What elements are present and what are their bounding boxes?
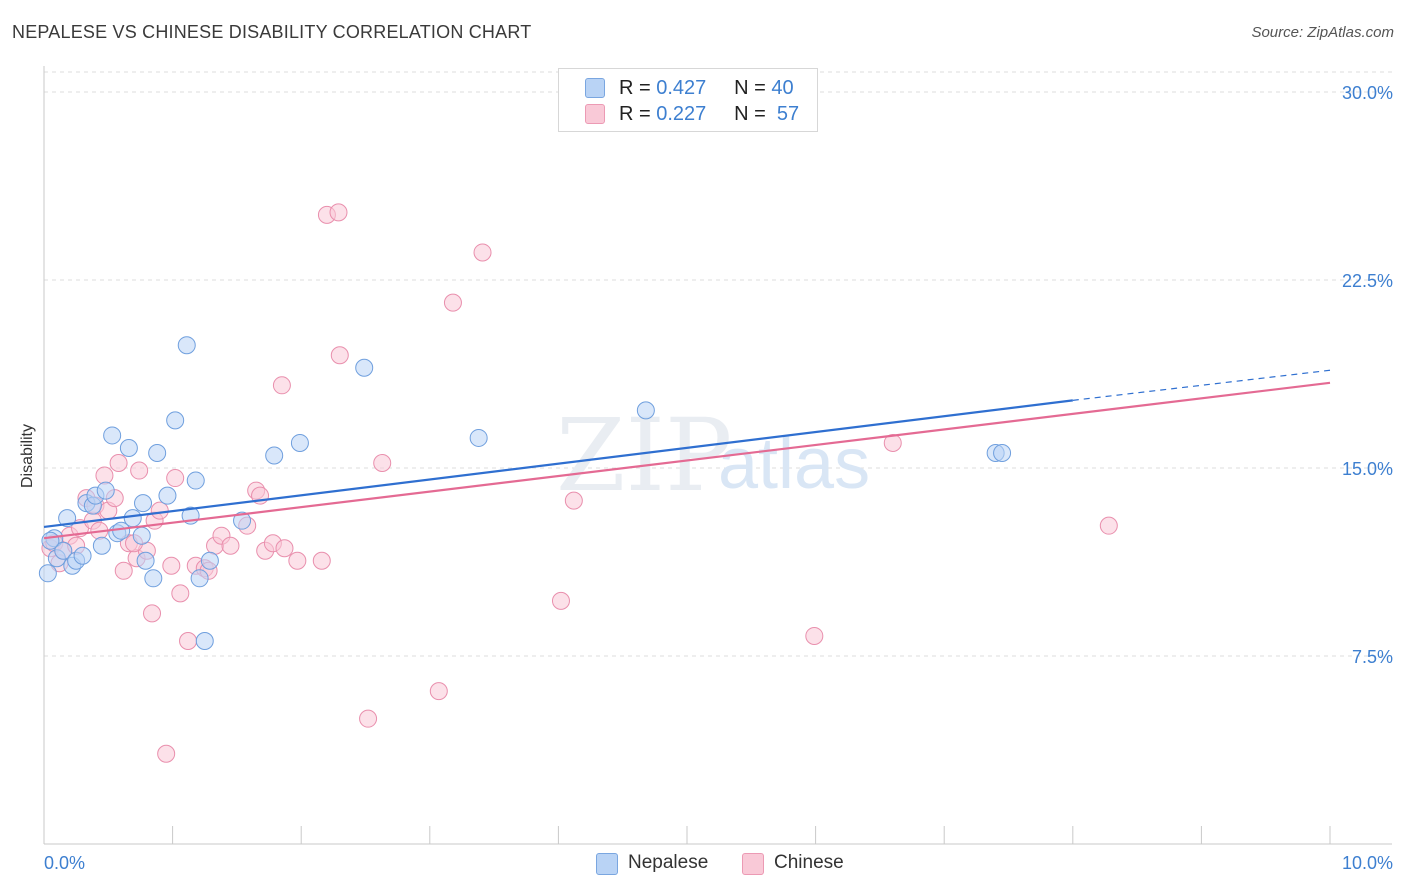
nepalese-point xyxy=(355,358,374,377)
chinese-r-value: 0.227 xyxy=(656,103,707,125)
nepalese-point xyxy=(136,551,155,570)
nepalese-legend-label: Nepalese xyxy=(628,852,709,873)
r-label: R = xyxy=(619,103,651,125)
nepalese-point xyxy=(41,531,60,550)
n-label: N = xyxy=(734,77,766,99)
r-label: R = xyxy=(619,77,651,99)
nepalese-point xyxy=(190,569,209,588)
nepalese-point xyxy=(148,443,167,462)
chinese-point xyxy=(109,454,128,473)
chinese-point xyxy=(429,682,448,701)
y-tick-label: 15.0% xyxy=(1342,459,1393,479)
tick-labels: 7.5% 15.0% 22.5% 30.0% 0.0% 10.0% xyxy=(44,83,1393,873)
nepalese-trend-line xyxy=(43,399,1073,529)
n-label: N = xyxy=(734,103,766,125)
y-tick-label: 22.5% xyxy=(1342,271,1393,291)
chinese-point xyxy=(564,491,583,510)
series-legend: Nepalese Chinese xyxy=(0,852,1406,876)
chinese-point xyxy=(166,469,185,488)
chinese-point xyxy=(114,561,133,580)
x-tick-label: 0.0% xyxy=(44,853,85,873)
nepalese-r-value: 0.427 xyxy=(656,77,707,99)
nepalese-point xyxy=(144,569,163,588)
chinese-point xyxy=(157,744,176,763)
nepalese-point xyxy=(166,411,185,430)
chinese-point xyxy=(373,454,392,473)
watermark-atlas: atlas xyxy=(718,424,870,504)
watermark: ZIP atlas xyxy=(556,397,870,514)
chinese-point xyxy=(95,466,114,485)
chinese-point xyxy=(805,626,824,645)
y-tick-label: 30.0% xyxy=(1342,83,1393,103)
nepalese-swatch xyxy=(585,78,605,98)
trend-lines xyxy=(43,369,1331,540)
nepalese-legend-swatch xyxy=(596,853,618,875)
nepalese-point xyxy=(636,401,655,420)
chinese-point xyxy=(1099,516,1118,535)
chinese-trend-line xyxy=(43,381,1331,540)
nepalese-point xyxy=(195,631,214,650)
nepalese-point xyxy=(993,443,1012,462)
chinese-point xyxy=(329,203,348,222)
chinese-point xyxy=(312,551,331,570)
chinese-n-value: 57 xyxy=(776,103,800,125)
chart-title: NEPALESE VS CHINESE DISABILITY CORRELATI… xyxy=(12,22,532,42)
nepalese-point xyxy=(96,481,115,500)
correlation-legend: R = 0.427 N = 40 R = 0.227 N = 57 xyxy=(558,68,818,132)
chinese-point xyxy=(330,346,349,365)
nepalese-point xyxy=(233,511,252,530)
chinese-point xyxy=(272,376,291,395)
chinese-legend-swatch xyxy=(742,853,764,875)
chinese-point xyxy=(221,536,240,555)
nepalese-point xyxy=(73,546,92,565)
chinese-point xyxy=(150,501,169,520)
nepalese-trend-extension xyxy=(1072,369,1331,401)
nepalese-point xyxy=(186,471,205,490)
nepalese-point xyxy=(38,564,57,583)
chinese-swatch xyxy=(585,104,605,124)
nepalese-point xyxy=(54,541,73,560)
nepalese-point xyxy=(158,486,177,505)
chinese-point xyxy=(162,556,181,575)
nepalese-point xyxy=(134,494,153,513)
nepalese-point xyxy=(123,509,142,528)
nepalese-point xyxy=(58,509,77,528)
chinese-point xyxy=(143,604,162,623)
x-tick-label: 10.0% xyxy=(1342,853,1393,873)
chinese-point xyxy=(883,433,902,452)
chinese-point xyxy=(551,591,570,610)
grid-lines xyxy=(44,71,1392,657)
chinese-legend-label: Chinese xyxy=(774,852,844,873)
chinese-point xyxy=(179,631,198,650)
chinese-point xyxy=(443,293,462,312)
nepalese-point xyxy=(265,446,284,465)
nepalese-point xyxy=(92,536,111,555)
y-tick-label: 7.5% xyxy=(1352,647,1393,667)
chinese-point xyxy=(130,461,149,480)
chinese-point xyxy=(171,584,190,603)
nepalese-point xyxy=(119,438,138,457)
nepalese-point xyxy=(132,526,151,545)
nepalese-point xyxy=(290,433,309,452)
nepalese-point xyxy=(103,426,122,445)
nepalese-point xyxy=(469,428,488,447)
chinese-point xyxy=(275,539,294,558)
nepalese-point xyxy=(200,551,219,570)
chinese-point xyxy=(473,243,492,262)
chinese-point xyxy=(288,551,307,570)
axes xyxy=(43,66,1392,845)
nepalese-n-value: 40 xyxy=(771,77,794,99)
source-label: Source: ZipAtlas.com xyxy=(1251,24,1394,41)
nepalese-point xyxy=(177,336,196,355)
chinese-point xyxy=(359,709,378,728)
